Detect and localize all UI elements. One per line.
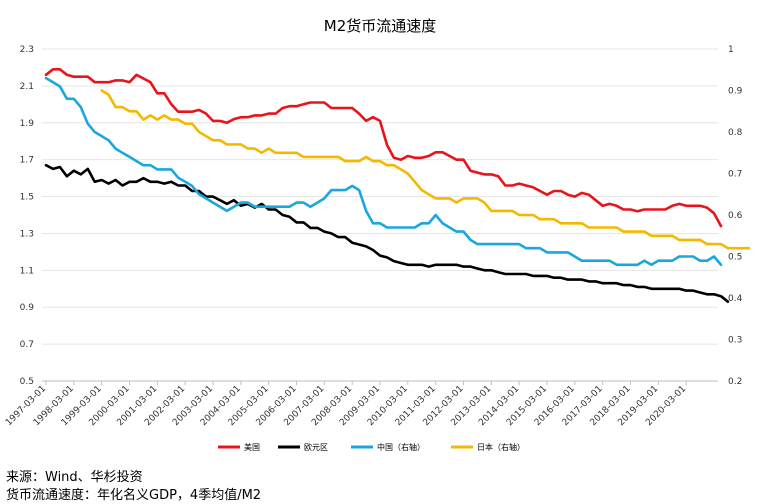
left-tick-label: 1.3 xyxy=(20,229,34,239)
series-line-1 xyxy=(44,163,730,304)
left-tick-label: 0.9 xyxy=(20,303,35,313)
left-tick-label: 0.7 xyxy=(20,340,34,350)
legend-label: 中国（右轴） xyxy=(377,442,425,452)
legend-label: 美国 xyxy=(244,442,260,452)
left-y-axis: 0.5 0.7 0.9 1.1 1.3 1.5 1.7 1.9 2.1 2.3 xyxy=(20,45,35,387)
left-tick-label: 1.7 xyxy=(20,156,34,166)
left-tick-label: 2.1 xyxy=(20,82,34,92)
right-tick-label: 0.9 xyxy=(728,87,743,97)
series-line-0 xyxy=(44,68,723,228)
series-line-2 xyxy=(44,76,723,267)
m2-velocity-chart: M2货币流通速度 0.50.70.91.11.31.51.71.92.12.3 … xyxy=(4,17,751,452)
right-tick-label: 0.4 xyxy=(728,294,743,304)
left-tick-label: 0.5 xyxy=(20,377,34,387)
gridlines xyxy=(42,48,718,382)
right-tick-label: 1 xyxy=(728,45,734,55)
right-tick-label: 0.7 xyxy=(728,170,742,180)
legend: 美国 欧元区 中国（右轴） 日本（右轴） xyxy=(218,442,525,452)
right-tick-label: 0.2 xyxy=(728,377,742,387)
left-tick-label: 1.9 xyxy=(20,119,35,129)
x-axis: 1997-03-011998-03-011999-03-012000-03-01… xyxy=(4,380,718,428)
right-tick-label: 0.3 xyxy=(728,336,742,346)
right-tick-label: 0.5 xyxy=(728,253,742,263)
source-note: 来源：Wind、华杉投资 xyxy=(6,470,143,485)
left-tick-label: 2.3 xyxy=(20,45,34,55)
legend-label: 日本（右轴） xyxy=(477,442,525,452)
definition-note: 货币流通速度：年化名义GDP，4季均值/M2 xyxy=(6,488,262,503)
chart-title: M2货币流通速度 xyxy=(324,17,437,35)
legend-label: 欧元区 xyxy=(304,442,328,452)
right-tick-label: 0.6 xyxy=(728,211,743,221)
series-lines xyxy=(44,68,751,304)
left-tick-label: 1.1 xyxy=(20,266,34,276)
series-line-3 xyxy=(100,89,751,250)
left-tick-label: 1.5 xyxy=(20,193,34,203)
right-tick-label: 0.8 xyxy=(728,128,743,138)
right-y-axis: 0.2 0.3 0.4 0.5 0.6 0.7 0.8 0.9 1 xyxy=(728,45,743,387)
